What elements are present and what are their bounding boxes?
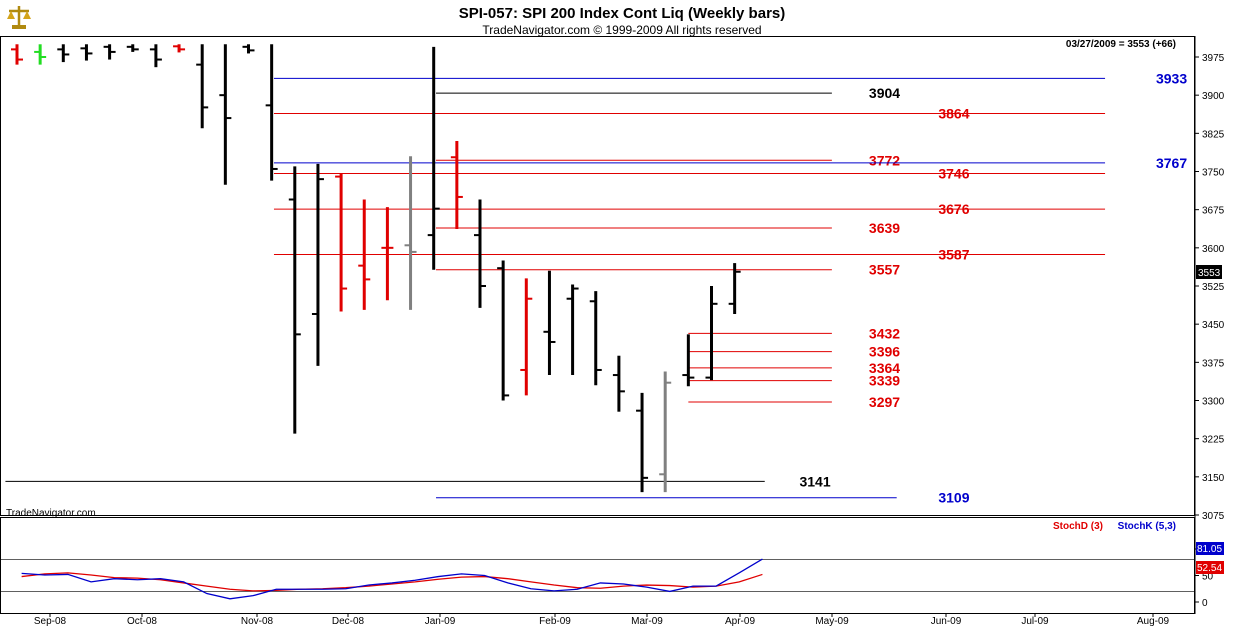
date-tick-label: Aug-09 bbox=[1137, 616, 1170, 627]
price-bar bbox=[520, 278, 533, 396]
price-bar bbox=[242, 44, 255, 54]
date-tick-label: Feb-09 bbox=[539, 616, 571, 627]
price-tick-label: 3975 bbox=[1202, 53, 1225, 64]
price-bar bbox=[311, 163, 324, 366]
date-tick-label: Dec-08 bbox=[332, 616, 365, 627]
date-tick-label: Sep-08 bbox=[34, 616, 67, 627]
date-tick-label: Jul-09 bbox=[1021, 616, 1049, 627]
price-bar bbox=[474, 199, 486, 308]
stochastic-lines bbox=[1, 558, 1194, 600]
price-bar bbox=[659, 371, 672, 493]
stochd-line bbox=[21, 572, 763, 592]
date-tick-label: Apr-09 bbox=[725, 616, 755, 627]
level-label-3639: 3639 bbox=[869, 220, 900, 236]
price-bar bbox=[219, 44, 232, 185]
stoch-tick-label: 50 bbox=[1202, 572, 1214, 583]
date-tick-label: May-09 bbox=[815, 616, 849, 627]
price-bar bbox=[11, 44, 23, 65]
price-bar bbox=[566, 284, 579, 376]
copyright-text: TradeNavigator.com © 1999-2009 All right… bbox=[482, 23, 761, 37]
price-tick-label: 3450 bbox=[1202, 320, 1225, 331]
price-bar bbox=[612, 355, 625, 412]
level-label-3396: 3396 bbox=[869, 344, 900, 360]
scales-logo-icon bbox=[6, 4, 32, 30]
date-readout: 03/27/2009 = 3553 (+66) bbox=[1066, 39, 1176, 50]
stoch-panel bbox=[0, 517, 1195, 614]
level-label-3772: 3772 bbox=[869, 152, 900, 168]
price-bar bbox=[589, 291, 602, 386]
level-label-3746: 3746 bbox=[938, 166, 969, 182]
price-bar bbox=[636, 392, 649, 493]
price-bar bbox=[126, 44, 139, 52]
level-label-3364: 3364 bbox=[869, 360, 900, 376]
price-bar bbox=[103, 44, 116, 60]
price-bar bbox=[427, 46, 440, 270]
price-tick-label: 3225 bbox=[1202, 435, 1225, 446]
stochk-last-value: 81.05 bbox=[1197, 544, 1222, 555]
level-label-3297: 3297 bbox=[869, 394, 900, 410]
price-bar bbox=[404, 156, 417, 310]
level-label-3432: 3432 bbox=[869, 325, 900, 341]
price-tick-label: 3375 bbox=[1202, 358, 1225, 369]
price-tick-label: 3300 bbox=[1202, 397, 1225, 408]
price-tick-label: 3900 bbox=[1202, 91, 1225, 102]
price-bar bbox=[497, 260, 510, 401]
date-tick-label: Jan-09 bbox=[425, 616, 456, 627]
level-label-3676: 3676 bbox=[938, 201, 969, 217]
price-tick-label: 3150 bbox=[1202, 473, 1225, 484]
price-bar bbox=[265, 44, 278, 181]
price-tick-label: 3075 bbox=[1202, 511, 1225, 522]
price-bar bbox=[57, 44, 70, 63]
price-bar bbox=[381, 207, 394, 301]
price-bar bbox=[450, 140, 463, 230]
date-tick-label: Oct-08 bbox=[127, 616, 157, 627]
price-bars bbox=[11, 44, 741, 493]
price-tick-label: 3750 bbox=[1202, 168, 1225, 179]
price-bar bbox=[196, 44, 209, 129]
price-tick-label: 3825 bbox=[1202, 129, 1225, 140]
level-label-3587: 3587 bbox=[938, 246, 969, 262]
price-bar bbox=[34, 44, 47, 65]
date-tick-label: Jun-09 bbox=[931, 616, 962, 627]
price-bar bbox=[682, 334, 695, 387]
last-price-marker: 3553 bbox=[1196, 265, 1222, 279]
stochd-last-value: 52.54 bbox=[1197, 563, 1222, 574]
date-axis: Sep-08 Oct-08 Nov-08 Dec-08 Jan-09 Feb-09 Mar-… bbox=[34, 614, 1170, 627]
level-label-3109: 3109 bbox=[938, 490, 969, 506]
price-tick-label: 3525 bbox=[1202, 282, 1225, 293]
stoch-tick-label: 0 bbox=[1202, 598, 1208, 609]
price-bar bbox=[543, 270, 556, 376]
level-label-3904: 3904 bbox=[869, 85, 900, 101]
stochk-legend: StochK (5,3) bbox=[1118, 521, 1176, 532]
date-tick-label: Mar-09 bbox=[631, 616, 663, 627]
level-label-3557: 3557 bbox=[869, 262, 900, 278]
price-bar bbox=[80, 44, 93, 61]
price-tick-label: 3675 bbox=[1202, 206, 1225, 217]
stochd-legend: StochD (3) bbox=[1053, 521, 1103, 532]
price-bar bbox=[358, 199, 371, 310]
stochk-last-marker: 81.05 bbox=[1196, 542, 1224, 555]
level-label-3767: 3767 bbox=[1156, 155, 1187, 171]
watermark-text: TradeNavigator.com bbox=[6, 508, 96, 519]
price-panel bbox=[0, 36, 1195, 516]
last-price-label: 3553 bbox=[1198, 268, 1221, 279]
price-bar bbox=[705, 286, 718, 381]
price-bar bbox=[173, 44, 186, 53]
stochd-last-marker: 52.54 bbox=[1196, 561, 1224, 574]
price-axis: 3975 3900 3825 3750 3675 3600 3525 3450 3375 3300… bbox=[1195, 53, 1225, 522]
price-bar bbox=[149, 44, 162, 68]
stochk-line bbox=[21, 558, 763, 600]
level-label-3864: 3864 bbox=[938, 105, 969, 121]
level-label-3339: 3339 bbox=[869, 373, 900, 389]
level-label-3933: 3933 bbox=[1156, 70, 1187, 86]
price-tick-label: 3600 bbox=[1202, 244, 1225, 255]
chart-title: SPI-057: SPI 200 Index Cont Liq (Weekly … bbox=[459, 5, 786, 22]
price-bar bbox=[288, 166, 301, 434]
price-bar bbox=[335, 174, 348, 312]
date-tick-label: Nov-08 bbox=[241, 616, 274, 627]
price-bar bbox=[728, 263, 741, 314]
level-label-3141: 3141 bbox=[799, 473, 830, 489]
level-lines: 3933 3904 3864 3772 3767 3746 3676 3639 3587 3557… bbox=[5, 70, 1187, 506]
